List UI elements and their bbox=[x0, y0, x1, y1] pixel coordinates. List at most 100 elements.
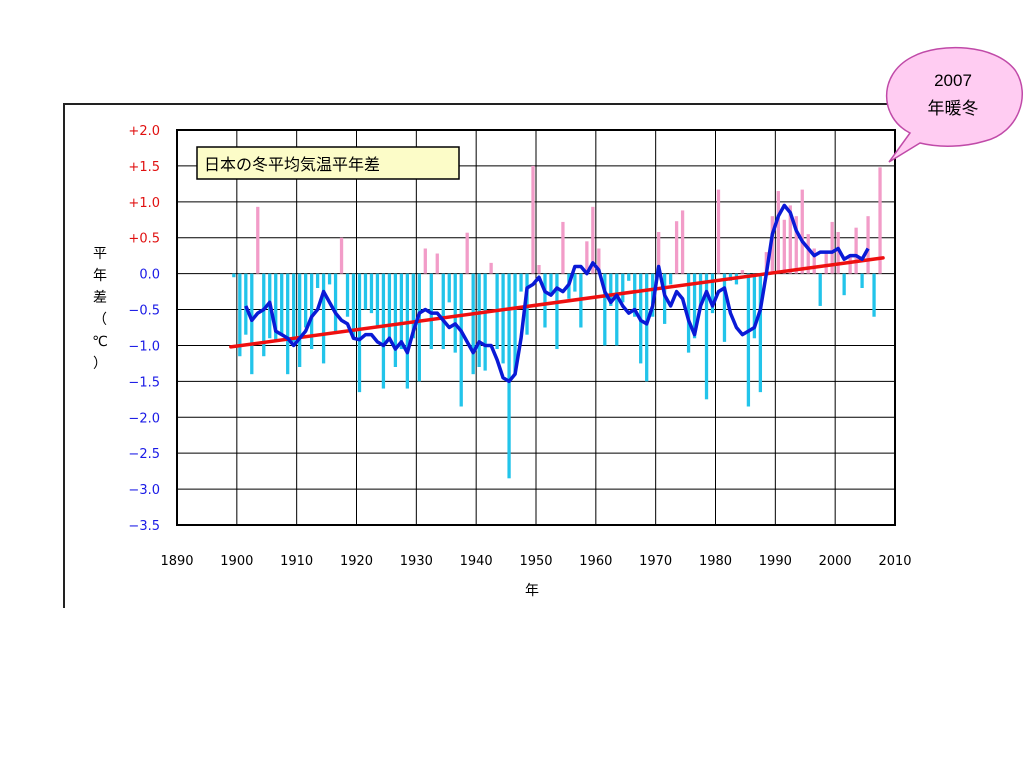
anomaly-bar bbox=[483, 273, 487, 371]
y-axis-title-char: ℃ bbox=[92, 334, 108, 350]
x-tick-label: 1940 bbox=[460, 554, 493, 569]
anomaly-bar bbox=[453, 273, 457, 353]
y-tick-label: −2.5 bbox=[128, 447, 160, 462]
y-tick-label: −0.5 bbox=[128, 304, 160, 319]
y-axis-title-char: （ bbox=[93, 312, 107, 328]
x-tick-labels: 1890 1900 1910 1920 1930 1940 1950 1960 1970 1980… bbox=[160, 554, 911, 569]
x-tick-label: 2000 bbox=[819, 554, 852, 569]
anomaly-bar bbox=[339, 237, 344, 274]
anomaly-bar bbox=[333, 273, 338, 332]
anomaly-bar bbox=[818, 273, 822, 306]
trend-line bbox=[229, 256, 885, 349]
x-tick-label: 1960 bbox=[579, 554, 612, 569]
anomaly-bar bbox=[782, 219, 786, 274]
y-tick-label: −1.0 bbox=[128, 339, 160, 354]
anomaly-bar bbox=[507, 273, 511, 479]
anomaly-bar bbox=[698, 273, 703, 310]
anomaly-bar bbox=[716, 189, 721, 274]
anomaly-bar bbox=[848, 255, 852, 274]
anomaly-bar bbox=[800, 189, 804, 274]
y-tick-label: −3.5 bbox=[128, 519, 160, 534]
y-tick-label: −3.0 bbox=[128, 483, 160, 498]
anomaly-bar bbox=[447, 273, 451, 303]
chart-title-box: 日本の冬平均気温平年差 bbox=[196, 146, 460, 180]
anomaly-bar bbox=[417, 273, 421, 382]
anomaly-bar bbox=[830, 221, 834, 274]
y-tick-label: +1.0 bbox=[128, 196, 160, 211]
anomaly-bar bbox=[232, 273, 236, 278]
anomaly-bar bbox=[615, 273, 619, 346]
anomaly-bar bbox=[674, 221, 679, 274]
anomaly-bar bbox=[274, 273, 278, 342]
anomaly-bar bbox=[238, 273, 242, 357]
anomaly-bar bbox=[585, 241, 589, 274]
anomaly-bar bbox=[788, 205, 792, 274]
anomaly-bar bbox=[393, 273, 398, 367]
y-axis-title-char: 年 bbox=[93, 268, 107, 284]
anomaly-bar bbox=[860, 273, 864, 288]
anomaly-bar bbox=[812, 248, 816, 274]
x-tick-label: 1890 bbox=[160, 554, 193, 569]
anomaly-bar bbox=[758, 273, 763, 393]
anomaly-bar bbox=[806, 234, 810, 274]
anomaly-bar bbox=[710, 273, 715, 314]
anomaly-bar bbox=[549, 273, 553, 296]
chart-title: 日本の冬平均気温平年差 bbox=[204, 155, 380, 174]
anomaly-bar bbox=[357, 273, 362, 393]
anomaly-bar bbox=[627, 273, 631, 281]
anomaly-bar bbox=[842, 273, 846, 296]
anomaly-bar bbox=[657, 231, 661, 274]
anomaly-bar bbox=[471, 273, 475, 375]
anomaly-bar bbox=[286, 273, 290, 375]
anomaly-bar bbox=[375, 273, 380, 328]
outer-frame-top bbox=[63, 103, 897, 105]
y-tick-label: −1.5 bbox=[128, 375, 160, 390]
anomaly-bar bbox=[298, 273, 302, 367]
anomaly-bar bbox=[292, 273, 296, 342]
anomaly-bar bbox=[824, 252, 828, 274]
anomaly-bar bbox=[250, 273, 254, 375]
anomaly-bar bbox=[405, 273, 410, 389]
anomaly-bar bbox=[489, 262, 493, 274]
anomaly-bar bbox=[369, 273, 374, 314]
anomaly-bar bbox=[836, 231, 840, 274]
anomaly-bar bbox=[423, 248, 427, 274]
anomaly-bar bbox=[309, 273, 314, 350]
callout-caption: 年暖冬 bbox=[928, 99, 979, 118]
anomaly-bar bbox=[513, 273, 517, 375]
anomaly-bar bbox=[645, 273, 649, 382]
anomaly-bar bbox=[668, 273, 673, 285]
y-tick-label: +0.5 bbox=[128, 232, 160, 247]
anomaly-bar bbox=[441, 273, 445, 350]
anomaly-bar bbox=[525, 273, 529, 335]
anomaly-bar bbox=[776, 191, 780, 274]
anomaly-bar bbox=[327, 273, 332, 285]
anomaly-bar bbox=[740, 270, 745, 274]
x-tick-label: 1980 bbox=[699, 554, 732, 569]
anomaly-bar bbox=[387, 273, 392, 339]
anomaly-bar bbox=[686, 273, 691, 353]
anomaly-bar bbox=[794, 216, 798, 274]
x-tick-label: 1990 bbox=[759, 554, 792, 569]
anomaly-bar bbox=[878, 167, 882, 274]
anomaly-bar bbox=[315, 273, 320, 288]
anomaly-bar bbox=[477, 273, 481, 367]
anomaly-bar bbox=[591, 206, 595, 274]
y-tick-label: −2.0 bbox=[128, 411, 160, 426]
y-axis-title: 平年差 （ ℃ ） bbox=[92, 246, 108, 372]
y-tick-label: 0.0 bbox=[139, 268, 160, 283]
x-tick-label: 1910 bbox=[280, 554, 313, 569]
anomaly-bar bbox=[531, 165, 535, 274]
x-tick-label: 1900 bbox=[220, 554, 253, 569]
anomaly-bar bbox=[692, 273, 697, 339]
y-axis-title-char: 差 bbox=[93, 290, 107, 306]
anomaly-bar bbox=[633, 273, 637, 317]
anomaly-bar bbox=[872, 273, 876, 317]
x-axis-title: 年 bbox=[525, 583, 539, 599]
anomaly-bar bbox=[345, 273, 350, 317]
anomaly-bar bbox=[256, 206, 260, 274]
x-tick-label: 1950 bbox=[519, 554, 552, 569]
anomaly-bars bbox=[232, 165, 882, 479]
anomaly-bar bbox=[435, 253, 439, 274]
